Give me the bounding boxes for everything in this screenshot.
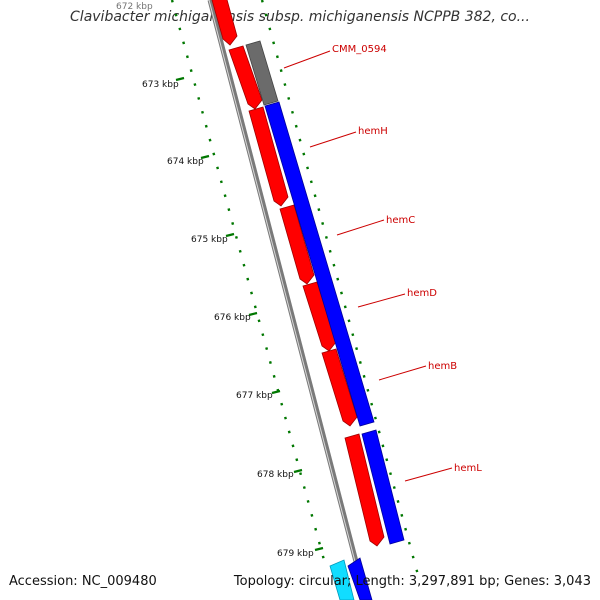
tick-label-679: 679 kbp <box>277 549 314 559</box>
tick-label-678: 678 kbp <box>257 470 294 480</box>
gene-block-blue-1[interactable] <box>264 101 375 427</box>
tick-label-672: 672 kbp <box>116 2 153 12</box>
forward-strand-genes <box>264 101 405 600</box>
reverse-strand-genes <box>211 0 385 547</box>
gene-labels: CMM_0594 hemH hemC hemD hemB hemL <box>332 44 482 474</box>
map-title: Clavibacter michiganensis subsp. michiga… <box>70 9 530 25</box>
tick-mark-674 <box>200 154 210 160</box>
label-leaders <box>283 50 453 482</box>
gene-label-hemh[interactable]: hemH <box>358 126 388 137</box>
gene-label-hemb[interactable]: hemB <box>428 361 457 372</box>
gene-label-heml[interactable]: hemL <box>454 463 482 474</box>
leader-line-heml <box>404 467 453 482</box>
gene-arrow-partial-top[interactable] <box>211 0 238 46</box>
tick-mark-675 <box>225 232 235 238</box>
tick-mark-676 <box>248 311 258 317</box>
leader-line-hemh <box>309 131 357 148</box>
genome-info-text: Topology: circular; Length: 3,297,891 bp… <box>233 574 591 589</box>
tick-label-675: 675 kbp <box>191 235 228 245</box>
gene-arrow-red-2[interactable] <box>248 106 289 207</box>
gene-arrow-red-5[interactable] <box>321 348 358 427</box>
gene-label-hemd[interactable]: hemD <box>407 288 437 299</box>
major-ticks <box>175 76 324 552</box>
tick-label-674: 674 kbp <box>167 157 204 167</box>
tick-mark-673 <box>175 76 185 82</box>
accession-text: Accession: NC_009480 <box>9 574 157 589</box>
genome-backbone <box>207 0 369 600</box>
gene-arrow-red-4[interactable] <box>302 281 337 352</box>
tick-mark-677 <box>271 389 281 395</box>
tick-label-676: 676 kbp <box>214 313 251 323</box>
gene-arrow-red-3[interactable] <box>279 204 315 285</box>
tick-label-673: 673 kbp <box>142 80 179 90</box>
inner-tick-track <box>170 0 326 561</box>
genome-backbone-highlight <box>208 0 366 600</box>
gene-block-cyan-partial-bottom[interactable] <box>329 559 355 600</box>
gene-label-hemc[interactable]: hemC <box>386 215 415 226</box>
leader-line-cmm-0594 <box>283 50 331 69</box>
tick-mark-678 <box>293 468 303 474</box>
tick-mark-679 <box>314 546 324 552</box>
gene-label-cmm-0594[interactable]: CMM_0594 <box>332 44 387 55</box>
leader-line-hemd <box>357 293 406 308</box>
tick-label-677: 677 kbp <box>236 391 273 401</box>
gene-block-blue-partial-bottom[interactable] <box>347 557 373 600</box>
gene-block-cmm-0594[interactable] <box>245 40 279 106</box>
gene-block-blue-2[interactable] <box>361 429 405 545</box>
gene-arrow-red-1[interactable] <box>228 45 263 110</box>
leader-line-hemc <box>336 219 385 236</box>
gene-arrow-red-6[interactable] <box>344 433 385 547</box>
leader-line-hemb <box>378 365 427 381</box>
